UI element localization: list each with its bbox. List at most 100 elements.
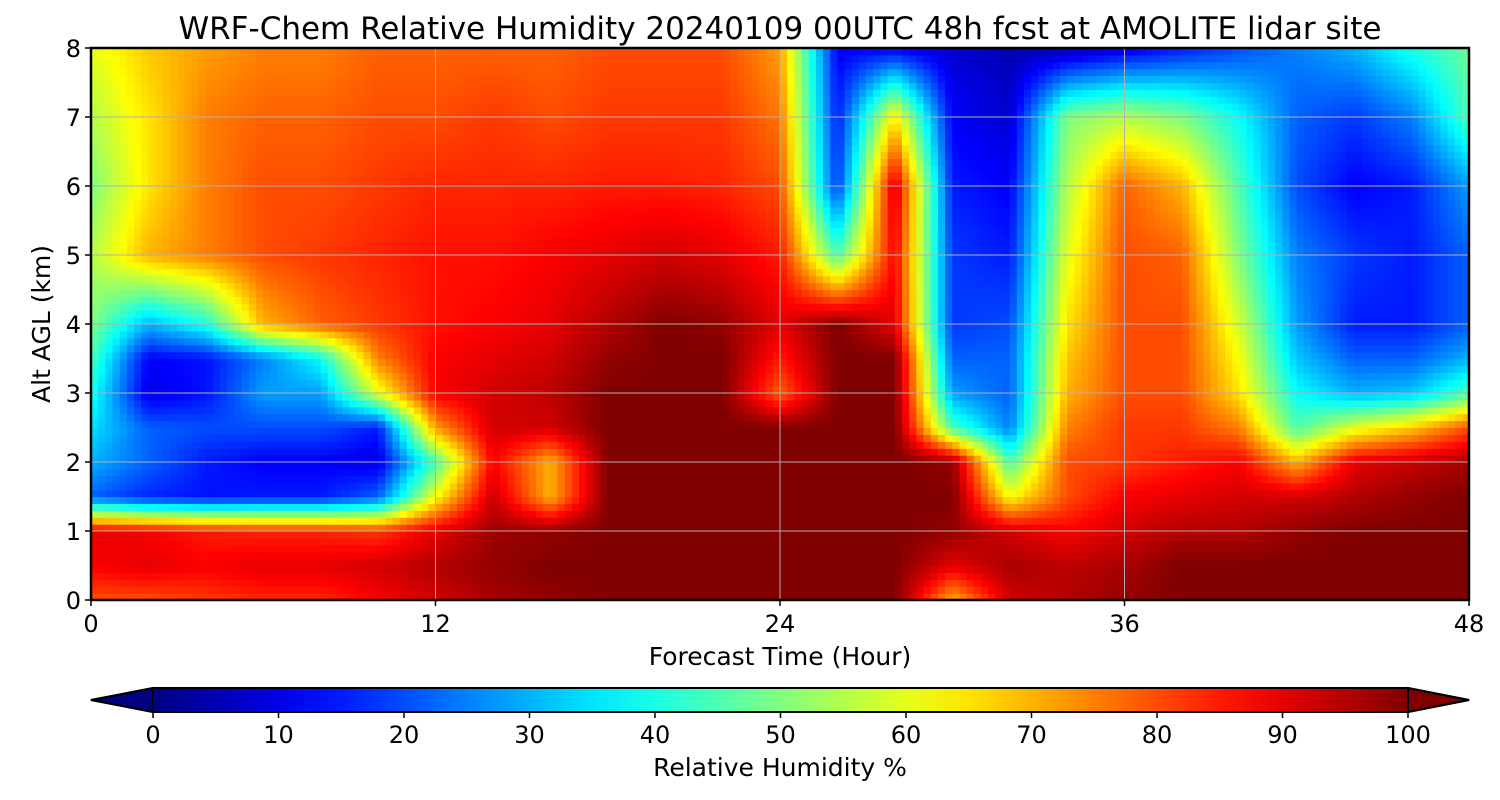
rh-cell: [557, 420, 566, 429]
rh-cell: [916, 496, 925, 504]
rh-cell: [1210, 468, 1219, 477]
rh-cell: [657, 531, 666, 539]
rh-cell: [342, 462, 350, 470]
rh-cell: [837, 468, 846, 477]
rh-cell: [1296, 551, 1305, 560]
rh-cell: [421, 565, 429, 573]
rh-cell: [873, 462, 882, 470]
rh-cell: [873, 448, 882, 456]
rh-cell: [284, 489, 293, 498]
rh-cell: [98, 551, 106, 560]
rh-cell: [177, 489, 185, 498]
rh-cell: [1217, 434, 1226, 442]
rh-cell: [923, 420, 932, 429]
rh-cell: [1146, 434, 1154, 442]
rh-cell: [729, 420, 738, 429]
rh-cell: [830, 420, 839, 429]
rh-cell: [1074, 558, 1083, 567]
rh-cell: [385, 531, 394, 539]
rh-cell: [1146, 586, 1154, 594]
rh-cell: [478, 434, 487, 442]
rh-cell: [722, 503, 731, 511]
rh-cell: [858, 586, 867, 594]
rh-cell: [1045, 517, 1054, 525]
rh-cell: [543, 558, 551, 567]
rh-cell: [571, 510, 580, 518]
rh-cell: [679, 517, 688, 525]
rh-cell: [507, 448, 516, 456]
rh-cell: [500, 572, 508, 580]
rh-cell: [823, 517, 831, 525]
rh-cell: [715, 475, 724, 484]
rh-cell: [571, 496, 580, 504]
rh-cell: [1282, 482, 1291, 491]
rh-cell: [930, 420, 939, 429]
rh-cell: [744, 579, 752, 587]
rh-cell: [858, 503, 867, 511]
rh-cell: [1174, 537, 1183, 546]
rh-cell: [385, 448, 394, 456]
rh-cell: [930, 558, 939, 567]
rh-cell: [1224, 448, 1233, 456]
rh-cell: [406, 455, 415, 463]
rh-cell: [535, 593, 544, 600]
rh-cell: [162, 455, 171, 463]
rh-cell: [1232, 586, 1240, 594]
rh-cell: [751, 572, 760, 580]
rh-cell: [299, 531, 307, 539]
rh-cell: [291, 434, 300, 442]
rh-cell: [636, 586, 645, 594]
rh-cell: [693, 558, 702, 567]
rh-cell: [607, 489, 616, 498]
rh-cell: [729, 551, 738, 560]
rh-cell: [715, 455, 724, 463]
rh-cell: [1059, 468, 1068, 477]
rh-cell: [744, 517, 752, 525]
rh-cell: [679, 489, 688, 498]
rh-cell: [356, 524, 365, 532]
rh-cell: [1031, 537, 1039, 546]
rh-cell: [823, 551, 831, 560]
rh-cell: [514, 468, 523, 477]
rh-cell: [248, 475, 257, 484]
rh-cell: [1124, 537, 1133, 546]
rh-cell: [1067, 503, 1075, 511]
rh-cell: [1016, 441, 1025, 449]
rh-cell: [1397, 579, 1406, 587]
rh-cell: [105, 510, 114, 518]
rh-cell: [593, 551, 602, 560]
rh-cell: [744, 565, 752, 573]
rh-cell: [435, 510, 444, 518]
rh-cell: [105, 572, 114, 580]
rh-cell: [751, 565, 760, 573]
rh-cell: [966, 503, 975, 511]
rh-cell: [751, 537, 760, 546]
rh-cell: [1361, 468, 1370, 477]
rh-cell: [1038, 434, 1047, 442]
rh-cell: [715, 524, 724, 532]
rh-cell: [291, 524, 300, 532]
rh-cell: [169, 482, 178, 491]
rh-cell: [722, 531, 731, 539]
rh-cell: [665, 496, 673, 504]
rh-cell: [1239, 551, 1248, 560]
rh-cell: [909, 572, 917, 580]
rh-cell: [844, 517, 853, 525]
rh-cell: [1224, 482, 1233, 491]
rh-cell: [1196, 531, 1205, 539]
rh-cell: [449, 489, 458, 498]
rh-cell: [1203, 441, 1212, 449]
rh-cell: [708, 434, 717, 442]
rh-cell: [909, 468, 917, 477]
rh-cell: [1461, 434, 1469, 442]
rh-cell: [148, 489, 157, 498]
rh-cell: [335, 537, 343, 546]
rh-cell: [722, 427, 731, 435]
rh-cell: [1146, 544, 1154, 553]
rh-cell: [1232, 537, 1240, 546]
rh-cell: [1289, 510, 1298, 518]
rh-cell: [1332, 593, 1341, 600]
rh-cell: [241, 496, 250, 504]
rh-cell: [1203, 468, 1212, 477]
rh-cell: [1368, 503, 1377, 511]
